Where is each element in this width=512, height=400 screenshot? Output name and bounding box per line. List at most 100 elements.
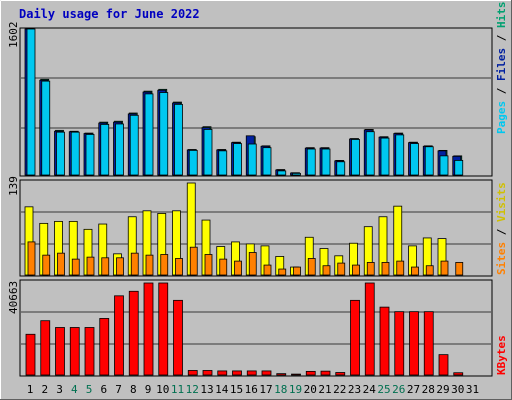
bar-pages-day-17 [262, 147, 272, 176]
x-tick-label-day-19: 19 [289, 383, 302, 396]
bar-pages-day-9 [144, 93, 154, 176]
x-tick-label-day-29: 29 [436, 383, 449, 396]
bar-kbytes-day-21 [320, 370, 331, 376]
x-tick-label-day-21: 21 [318, 383, 331, 396]
bar-sites-day-12 [189, 246, 198, 276]
bar-kbytes-day-5 [84, 327, 95, 376]
x-tick-label-day-16: 16 [245, 383, 258, 396]
bar-kbytes-day-1 [25, 333, 36, 376]
legend-top: Pages / Files / Hits [495, 2, 508, 135]
bar-pages-day-24 [365, 131, 375, 176]
x-tick-label-day-27: 27 [407, 383, 420, 396]
x-tick-label-day-23: 23 [348, 383, 361, 396]
bar-kbytes-day-7 [114, 295, 124, 376]
bar-kbytes-day-2 [40, 320, 51, 376]
bar-sites-day-19 [293, 266, 301, 276]
bar-sites-day-20 [307, 258, 316, 276]
bar-kbytes-day-23 [350, 299, 360, 376]
bar-pages-day-18 [277, 170, 287, 176]
x-tick-label-day-3: 3 [56, 383, 63, 396]
bar-sites-day-28 [425, 265, 434, 276]
x-axis-labels: 1 2 3 4 5 6 7 8 9 10 11 12 13 14 15 16 17 18 19 20 21 22 23 24 2… [27, 383, 479, 396]
ymax-label-middle: 139 [7, 176, 20, 196]
x-tick-label-day-20: 20 [304, 383, 317, 396]
bar-sites-day-14 [219, 258, 228, 276]
bar-kbytes-day-11 [173, 299, 183, 376]
bar-sites-day-13 [204, 254, 213, 276]
legend-visits: Visits [495, 182, 508, 222]
bar-sites-day-22 [337, 262, 346, 276]
bar-sites-day-23 [352, 264, 360, 276]
bar-sites-day-15 [234, 260, 242, 276]
bar-kbytes-day-28 [423, 311, 434, 376]
bar-kbytes-day-22 [335, 372, 346, 376]
legend-kbytes: KBytes [495, 335, 508, 375]
x-tick-label-day-24: 24 [363, 383, 377, 396]
bar-marks [24, 28, 464, 376]
bar-pages-day-22 [336, 161, 346, 176]
bar-sites-day-9 [145, 254, 154, 276]
bar-kbytes-day-14 [217, 370, 228, 376]
bar-kbytes-day-27 [409, 311, 419, 376]
bar-kbytes-day-12 [187, 370, 198, 376]
bar-kbytes-day-16 [246, 370, 257, 376]
x-tick-label-day-5: 5 [86, 383, 93, 396]
legend-sep-2: / [495, 28, 508, 48]
bar-sites-day-21 [322, 265, 331, 276]
bar-kbytes-day-24 [364, 282, 375, 376]
bar-pages-day-25 [380, 137, 390, 176]
bar-sites-day-25 [381, 262, 390, 276]
x-tick-label-day-7: 7 [115, 383, 122, 396]
bar-pages-day-30 [454, 160, 464, 176]
legend-sites: Sites [495, 242, 508, 275]
x-tick-label-day-1: 1 [27, 383, 34, 396]
bar-kbytes-day-10 [158, 282, 169, 376]
bar-pages-day-23 [351, 139, 360, 176]
x-tick-label-day-14: 14 [215, 383, 229, 396]
bar-pages-day-6 [100, 124, 110, 176]
x-tick-label-day-10: 10 [156, 383, 169, 396]
legend-pages: Pages [495, 101, 508, 134]
bar-pages-day-1 [26, 28, 36, 176]
bar-kbytes-day-3 [55, 327, 65, 376]
x-tick-label-day-4: 4 [71, 383, 78, 396]
bar-sites-day-18 [278, 268, 287, 276]
bar-sites-day-24 [366, 262, 375, 276]
legend-sep-3: / [495, 222, 508, 242]
bar-kbytes-day-15 [232, 370, 242, 376]
x-tick-label-day-13: 13 [200, 383, 213, 396]
bar-pages-day-29 [439, 155, 449, 176]
legend-middle: Sites / Visits [495, 182, 508, 275]
x-tick-label-day-28: 28 [422, 383, 435, 396]
bar-sites-day-16 [248, 252, 257, 276]
bar-sites-day-29 [440, 260, 449, 276]
bar-kbytes-day-9 [143, 282, 154, 376]
bar-sites-day-6 [101, 257, 110, 276]
bar-kbytes-day-20 [305, 370, 316, 376]
bar-kbytes-day-13 [202, 370, 213, 376]
x-tick-label-day-18: 18 [274, 383, 287, 396]
chart-title: Daily usage for June 2022 [19, 7, 200, 21]
legend-files: Files [495, 48, 508, 81]
bar-pages-day-11 [174, 103, 183, 176]
x-tick-label-day-11: 11 [171, 383, 184, 396]
bar-kbytes-day-6 [99, 318, 110, 376]
bar-kbytes-day-4 [69, 327, 80, 376]
bar-kbytes-day-29 [438, 354, 449, 376]
x-tick-label-day-12: 12 [186, 383, 199, 396]
bar-pages-day-7 [115, 123, 124, 176]
bar-sites-day-4 [71, 258, 80, 276]
bar-kbytes-day-25 [379, 306, 390, 376]
bar-pages-day-2 [41, 80, 51, 176]
bar-pages-day-10 [159, 92, 169, 176]
bar-sites-day-17 [263, 264, 272, 276]
x-tick-label-day-26: 26 [392, 383, 405, 396]
bar-kbytes-day-19 [291, 373, 301, 376]
x-tick-label-day-9: 9 [145, 383, 152, 396]
x-tick-label-day-22: 22 [333, 383, 346, 396]
bar-sites-day-30 [455, 262, 464, 276]
bar-sites-day-10 [160, 254, 169, 276]
bar-pages-day-12 [188, 149, 198, 176]
bar-sites-day-27 [411, 266, 419, 276]
